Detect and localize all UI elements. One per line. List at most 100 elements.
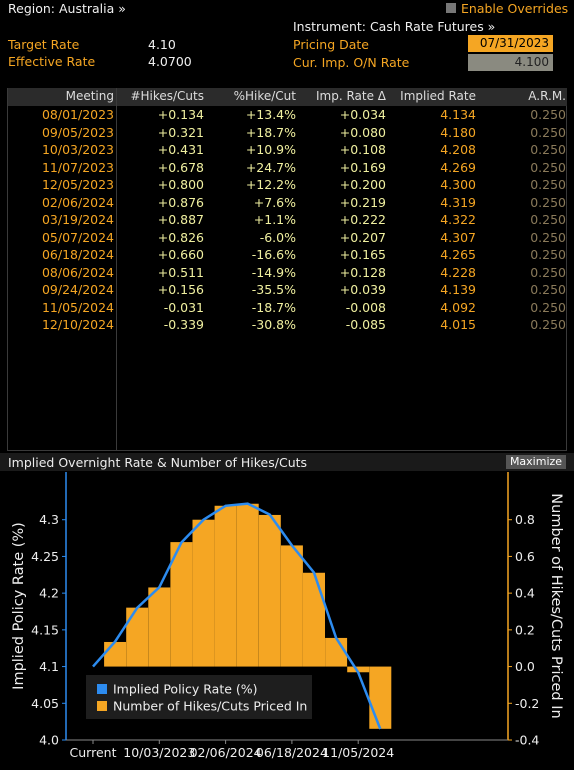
table-row[interactable]: 02/06/2024 +0.876 +7.6% +0.219 4.319 0.250	[8, 194, 567, 212]
table-cell: +0.034	[339, 107, 386, 122]
chart-title: Implied Overnight Rate & Number of Hikes…	[8, 455, 308, 470]
y-tick-label-left: 4.2	[39, 586, 59, 601]
table-cell: +24.7%	[245, 159, 296, 175]
table-cell: -16.6%	[251, 247, 296, 262]
table-cell: 0.250	[530, 159, 566, 175]
table-cell: 02/06/2024	[41, 194, 114, 210]
y-tick-label-left: 4.3	[39, 512, 59, 527]
table-cell: +0.511	[157, 264, 204, 280]
legend: Implied Policy Rate (%) Number of Hikes/…	[86, 675, 312, 719]
x-tick-label: 06/18/2024	[256, 745, 328, 760]
table-cell: +1.1%	[253, 212, 296, 227]
col-meeting[interactable]: Meeting	[65, 89, 114, 103]
y-tick-label-right: 0.4	[515, 586, 535, 601]
maximize-button[interactable]: Maximize	[506, 455, 566, 469]
region-selector[interactable]: Region: Australia »	[8, 1, 126, 16]
table-cell: 08/01/2023	[41, 107, 114, 122]
table-cell: +7.6%	[253, 194, 296, 210]
bar-11-05-2024	[347, 666, 370, 673]
table-row[interactable]: 10/03/2023 +0.431 +10.9% +0.108 4.208 0.250	[8, 141, 567, 159]
y-tick-label-right: -0.2	[515, 696, 539, 711]
instrument-selector[interactable]: Instrument: Cash Rate Futures »	[293, 19, 496, 34]
table-row[interactable]: 11/07/2023 +0.678 +24.7% +0.169 4.269 0.250	[8, 159, 567, 177]
table-cell: 09/05/2023	[41, 124, 114, 140]
bar-02-06-2024	[214, 505, 237, 667]
table-cell: 08/06/2024	[41, 264, 114, 280]
table-cell: +12.2%	[245, 177, 296, 192]
table-cell: 0.250	[530, 107, 566, 122]
table-row[interactable]: 12/05/2023 +0.800 +12.2% +0.200 4.300 0.250	[8, 176, 567, 194]
table-cell: 03/19/2024	[41, 212, 114, 227]
table-cell: -6.0%	[259, 229, 296, 245]
table-cell: +0.660	[157, 247, 204, 262]
table-cell: 4.092	[440, 299, 476, 315]
table-cell: +0.108	[339, 142, 386, 157]
table-cell: 4.208	[440, 142, 476, 157]
table-cell: +0.219	[339, 194, 386, 210]
table-cell: +0.887	[157, 212, 204, 227]
table-cell: 09/24/2024	[41, 282, 114, 297]
table-header: Meeting #Hikes/Cuts %Hike/Cut Imp. Rate …	[8, 88, 567, 106]
pricing-date-input[interactable]: 07/31/2023	[468, 35, 553, 52]
y-tick-label-right: -0.4	[515, 733, 539, 748]
y-axis-label-right: Number of Hikes/Cuts Priced In	[548, 493, 564, 718]
col-arm[interactable]: A.R.M.	[528, 89, 566, 103]
table-cell: 0.250	[530, 247, 566, 262]
cur-imp-rate-label: Cur. Imp. O/N Rate	[293, 55, 410, 70]
table-row[interactable]: 09/05/2023 +0.321 +18.7% +0.080 4.180 0.250	[8, 124, 567, 142]
table-cell: 4.319	[440, 194, 476, 210]
table-row[interactable]: 12/10/2024 -0.339 -30.8% -0.085 4.015 0.250	[8, 316, 567, 334]
table-cell: 0.250	[530, 229, 566, 245]
col-pct-hike-cut[interactable]: %Hike/Cut	[233, 89, 296, 103]
x-tick-label: 02/06/2024	[190, 745, 262, 760]
effective-rate-value: 4.0700	[148, 54, 192, 69]
cur-imp-rate-input[interactable]: 4.100	[468, 54, 553, 71]
enable-overrides-checkbox[interactable]	[446, 3, 456, 13]
bar-03-19-2024	[236, 503, 259, 667]
col-implied-rate[interactable]: Implied Rate	[400, 89, 476, 103]
table-row[interactable]: 09/24/2024 +0.156 -35.5% +0.039 4.139 0.250	[8, 281, 567, 299]
table-cell: -0.085	[345, 317, 386, 332]
table-cell: 0.250	[530, 264, 566, 280]
series-line-implied-policy-rate	[92, 502, 382, 730]
table-cell: +0.876	[157, 194, 204, 210]
table-row[interactable]: 06/18/2024 +0.660 -16.6% +0.165 4.265 0.250	[8, 246, 567, 264]
bar-08-01-2023	[104, 641, 127, 667]
legend-label-hikes-cuts: Number of Hikes/Cuts Priced In	[113, 699, 307, 714]
table-cell: +18.7%	[245, 124, 296, 140]
table-cell: -0.008	[345, 299, 386, 315]
col-imp-rate-delta[interactable]: Imp. Rate Δ	[315, 89, 386, 103]
table-cell: 11/05/2024	[41, 299, 114, 315]
table-cell: -14.9%	[251, 264, 296, 280]
y-axis-label-left: Implied Policy Rate (%)	[11, 522, 27, 690]
y-tick-label-right: 0.8	[515, 512, 535, 527]
col-hikes-cuts[interactable]: #Hikes/Cuts	[130, 89, 204, 103]
table-cell: +0.165	[339, 247, 386, 262]
table-cell: 0.250	[530, 282, 566, 297]
table-cell: +0.826	[157, 229, 204, 245]
table-row[interactable]: 08/06/2024 +0.511 -14.9% +0.128 4.228 0.250	[8, 264, 567, 282]
y-tick-label-right: 0.2	[515, 622, 535, 637]
table-cell: 12/10/2024	[41, 317, 114, 332]
table-row[interactable]: 08/01/2023 +0.134 +13.4% +0.034 4.134 0.250	[8, 106, 567, 124]
target-rate-value: 4.10	[148, 37, 176, 52]
table-cell: +0.800	[157, 177, 204, 192]
table-cell: +13.4%	[245, 107, 296, 122]
legend-swatch-implied-rate	[97, 684, 107, 694]
y-tick-label-left: 4.05	[31, 696, 59, 711]
enable-overrides-label[interactable]: Enable Overrides	[461, 1, 569, 16]
table-row[interactable]: 05/07/2024 +0.826 -6.0% +0.207 4.307 0.250	[8, 229, 567, 247]
table-cell: +0.222	[339, 212, 386, 227]
table-row[interactable]: 03/19/2024 +0.887 +1.1% +0.222 4.322 0.250	[8, 211, 567, 229]
y-tick-label-left: 4.15	[31, 622, 59, 637]
table-cell: 06/18/2024	[41, 247, 114, 262]
table-cell: 4.134	[440, 107, 476, 122]
y-tick-label-left: 4.25	[31, 549, 59, 564]
table-cell: -35.5%	[251, 282, 296, 297]
bar-12-05-2023	[192, 519, 215, 667]
table-cell: 4.015	[440, 317, 476, 332]
legend-swatch-hikes-cuts	[97, 701, 107, 711]
table-cell: 0.250	[530, 212, 566, 227]
table-row[interactable]: 11/05/2024 -0.031 -18.7% -0.008 4.092 0.250	[8, 299, 567, 317]
bar-09-24-2024	[325, 637, 348, 667]
